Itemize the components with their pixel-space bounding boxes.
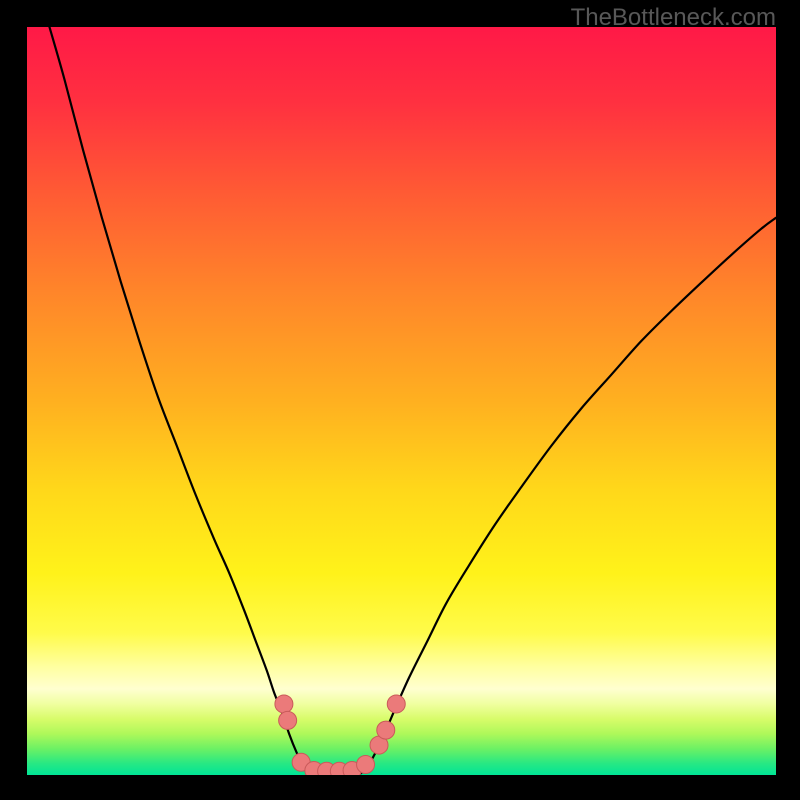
bottleneck-chart <box>0 0 800 800</box>
gradient-background <box>27 27 776 775</box>
watermark-text: TheBottleneck.com <box>571 4 776 32</box>
plot-area <box>27 27 776 780</box>
chart-stage: TheBottleneck.com <box>0 0 800 800</box>
marker-point <box>387 695 405 713</box>
marker-point <box>357 756 375 774</box>
marker-point <box>279 711 297 729</box>
marker-point <box>275 695 293 713</box>
marker-point <box>377 721 395 739</box>
